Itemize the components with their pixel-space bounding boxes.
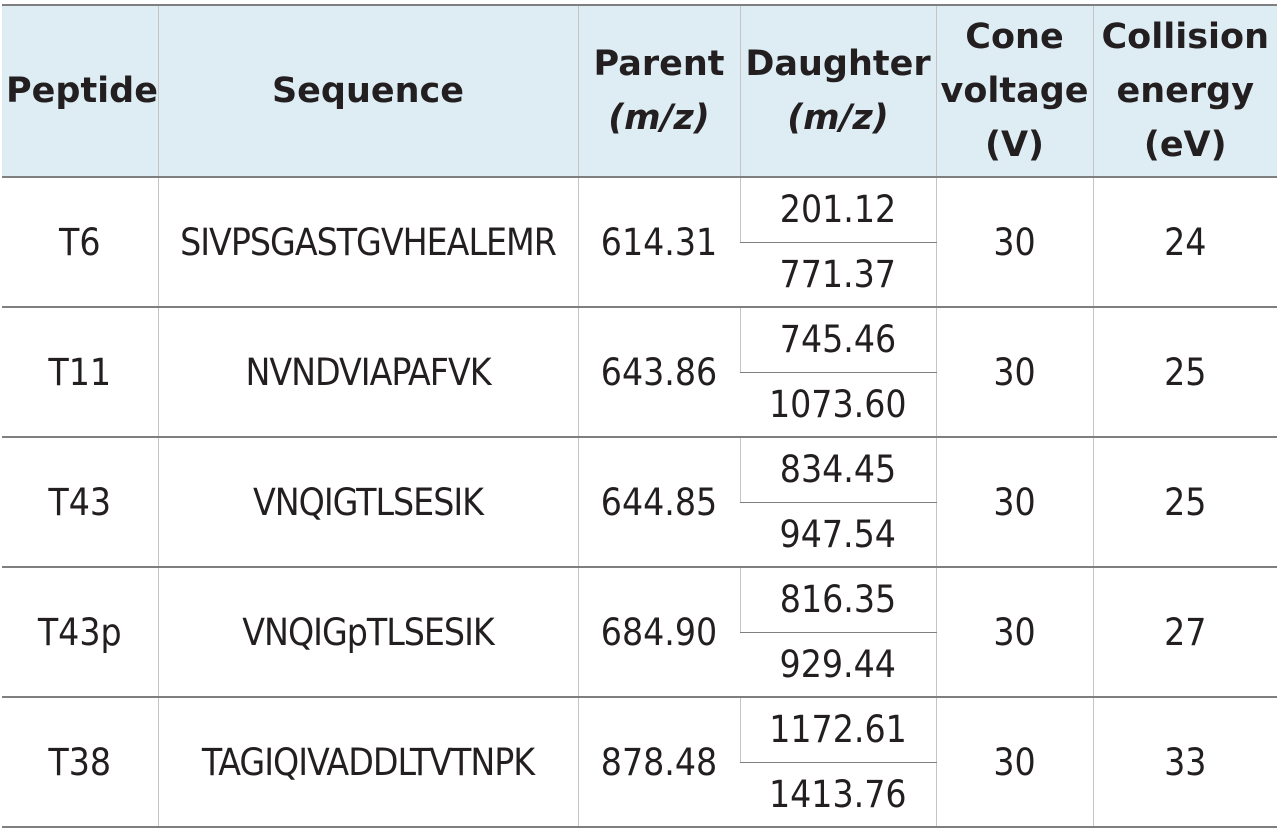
cell-sequence: TAGIQIVADDLTVTNPK: [157, 697, 578, 828]
cell-collision-energy: 27: [1092, 567, 1277, 698]
cell-daughter: 947.54: [740, 502, 936, 568]
cell-cone-voltage: 30: [935, 697, 1093, 828]
cell-collision-energy: 25: [1092, 307, 1277, 438]
cell-sequence: SIVPSGASTGVHEALEMR: [157, 177, 578, 308]
table-row-sub: 771.37: [2, 242, 1277, 308]
cell-daughter: 201.12: [739, 177, 936, 243]
header-collision-energy-line2: energy: [1116, 71, 1255, 111]
cell-parent: 684.90: [577, 567, 740, 698]
cell-collision-energy: 33: [1092, 697, 1277, 828]
cell-daughter: 1413.76: [740, 762, 936, 828]
table-row: T43p VNQIGpTLSESIK 684.90 816.35 30 27: [2, 567, 1277, 698]
table-body: T6 SIVPSGASTGVHEALEMR 614.31 201.12 30 2…: [2, 177, 1277, 828]
cell-parent: 644.85: [577, 437, 740, 568]
cell-daughter: 745.46: [739, 307, 936, 373]
cell-daughter: 1073.60: [740, 372, 936, 438]
header-collision-energy-unit: (eV): [1143, 125, 1227, 165]
cell-peptide: T6: [2, 177, 158, 308]
cell-parent: 643.86: [577, 307, 740, 438]
header-daughter-label: Daughter: [745, 44, 931, 84]
table-header: Peptide Sequence Parent (m/z) Daughter (…: [2, 4, 1277, 178]
cell-peptide: T11: [2, 307, 158, 438]
table-row-sub: 1073.60: [2, 372, 1277, 438]
cell-daughter: 771.37: [740, 242, 936, 308]
table-row-sub: 947.54: [2, 502, 1277, 568]
header-parent-unit: (m/z): [608, 98, 710, 138]
cell-collision-energy: 25: [1092, 437, 1277, 568]
table-row-sub: 929.44: [2, 632, 1277, 698]
header-collision-energy: Collision energy (eV): [1092, 4, 1277, 178]
header-collision-energy-line1: Collision: [1101, 17, 1269, 57]
cell-cone-voltage: 30: [935, 437, 1093, 568]
cell-cone-voltage: 30: [935, 177, 1093, 308]
header-sequence: Sequence: [157, 4, 578, 178]
cell-peptide: T38: [2, 697, 158, 828]
cell-sequence: VNQIGpTLSESIK: [157, 567, 578, 698]
cell-sequence: VNQIGTLSESIK: [157, 437, 578, 568]
header-daughter: Daughter (m/z): [739, 4, 936, 178]
table-row: T43 VNQIGTLSESIK 644.85 834.45 30 25: [2, 437, 1277, 568]
cell-daughter: 929.44: [740, 632, 936, 698]
header-cone-voltage-unit: (V): [984, 125, 1045, 165]
header-cone-voltage-line1: Cone: [965, 17, 1064, 57]
table-row: T6 SIVPSGASTGVHEALEMR 614.31 201.12 30 2…: [2, 177, 1277, 308]
cell-cone-voltage: 30: [935, 307, 1093, 438]
peptide-table-container: Peptide Sequence Parent (m/z) Daughter (…: [2, 4, 1277, 828]
cell-parent: 614.31: [577, 177, 740, 308]
cell-parent: 878.48: [577, 697, 740, 828]
header-parent-label: Parent: [593, 44, 725, 84]
cell-daughter: 834.45: [739, 437, 936, 503]
cell-daughter: 1172.61: [739, 697, 936, 763]
header-cone-voltage-line2: voltage: [940, 71, 1089, 111]
table-row-sub: 1413.76: [2, 762, 1277, 828]
peptide-table: Peptide Sequence Parent (m/z) Daughter (…: [2, 4, 1277, 828]
header-daughter-unit: (m/z): [787, 98, 889, 138]
table-row: T38 TAGIQIVADDLTVTNPK 878.48 1172.61 30 …: [2, 697, 1277, 828]
table-row: T11 NVNDVIAPAFVK 643.86 745.46 30 25: [2, 307, 1277, 438]
cell-peptide: T43: [2, 437, 158, 568]
cell-peptide: T43p: [2, 567, 158, 698]
cell-collision-energy: 24: [1092, 177, 1277, 308]
cell-sequence: NVNDVIAPAFVK: [157, 307, 578, 438]
header-row: Peptide Sequence Parent (m/z) Daughter (…: [2, 4, 1277, 178]
header-peptide: Peptide: [2, 4, 158, 178]
header-parent: Parent (m/z): [577, 4, 740, 178]
header-cone-voltage: Cone voltage (V): [935, 4, 1093, 178]
cell-cone-voltage: 30: [935, 567, 1093, 698]
cell-daughter: 816.35: [739, 567, 936, 633]
